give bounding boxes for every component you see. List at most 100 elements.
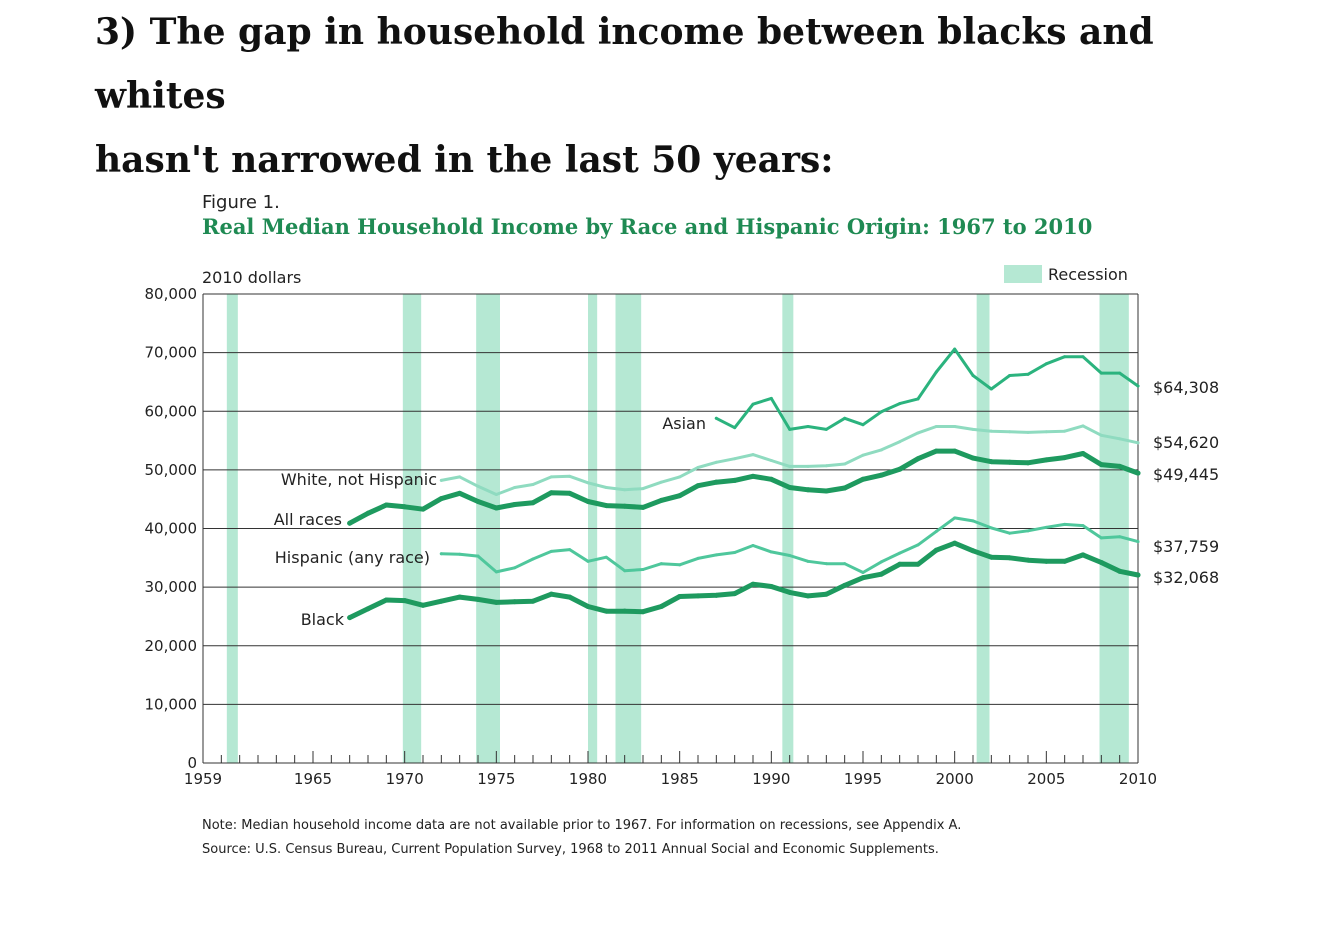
data-point-hispanic-2003 <box>1008 531 1012 535</box>
data-point-black-2006 <box>1062 558 1068 564</box>
x-tick-label-1959: 1959 <box>184 770 222 788</box>
data-point-all-races-1990 <box>768 476 774 482</box>
data-point-all-races-2010 <box>1135 470 1141 476</box>
data-point-all-races-1980 <box>585 499 591 505</box>
data-point-hispanic-1975 <box>494 570 498 574</box>
data-point-white-not-hispanic-1998 <box>916 431 920 435</box>
data-point-white-not-hispanic-1990 <box>769 458 773 462</box>
data-point-hispanic-2002 <box>989 526 993 530</box>
data-point-hispanic-2009 <box>1118 535 1122 539</box>
data-point-white-not-hispanic-1983 <box>641 487 645 491</box>
data-point-white-not-hispanic-2001 <box>971 427 975 431</box>
x-tick-label-1995: 1995 <box>844 770 882 788</box>
data-point-asian-1996 <box>879 410 883 414</box>
x-tick-label-1975: 1975 <box>477 770 515 788</box>
data-point-all-races-1969 <box>383 502 389 508</box>
data-point-hispanic-1987 <box>714 553 718 557</box>
y-tick-label-70000: 70,000 <box>145 344 198 362</box>
data-point-asian-1991 <box>788 427 792 431</box>
x-tick-label-2005: 2005 <box>1027 770 1065 788</box>
data-point-hispanic-2008 <box>1099 536 1103 540</box>
data-point-black-1976 <box>512 599 518 605</box>
data-point-black-1991 <box>787 589 793 595</box>
data-point-white-not-hispanic-2010 <box>1136 441 1140 445</box>
data-point-black-2000 <box>952 540 958 546</box>
data-point-all-races-1973 <box>457 490 463 496</box>
data-point-black-1998 <box>915 561 921 567</box>
series-label-hispanic: Hispanic (any race) <box>275 548 430 567</box>
axes: 0 10,000 20,000 30,000 40,000 50,000 60,000 70,… <box>145 285 1158 788</box>
series-line-asian <box>714 347 1140 431</box>
data-point-white-not-hispanic-1994 <box>843 462 847 466</box>
data-point-hispanic-1992 <box>806 559 810 563</box>
data-point-hispanic-1978 <box>549 549 553 553</box>
data-point-hispanic-1996 <box>879 560 883 564</box>
data-point-black-1984 <box>658 603 664 609</box>
figure-label: Figure 1. <box>202 192 280 213</box>
series-line-black <box>347 540 1141 621</box>
data-point-black-2007 <box>1080 552 1086 558</box>
data-point-white-not-hispanic-2000 <box>953 424 957 428</box>
data-point-black-1985 <box>677 594 683 600</box>
data-point-hispanic-1990 <box>769 550 773 554</box>
data-point-white-not-hispanic-2007 <box>1081 424 1085 428</box>
data-point-white-not-hispanic-1981 <box>604 485 608 489</box>
data-point-all-races-1993 <box>823 488 829 494</box>
data-point-white-not-hispanic-1992 <box>806 464 810 468</box>
data-point-black-1973 <box>457 594 463 600</box>
data-point-all-races-1981 <box>603 503 609 509</box>
end-label-black: $32,068 <box>1153 568 1219 587</box>
chart-title: Real Median Household Income by Race and… <box>202 214 1092 239</box>
data-point-black-1975 <box>493 599 499 605</box>
heading-line-1: 3) The gap in household income between b… <box>95 11 1154 117</box>
data-point-white-not-hispanic-2003 <box>1008 430 1012 434</box>
data-point-hispanic-1997 <box>898 551 902 555</box>
data-point-all-races-2006 <box>1062 455 1068 461</box>
recession-legend-swatch <box>1004 265 1042 283</box>
data-point-all-races-2008 <box>1098 462 1104 468</box>
data-point-all-races-1996 <box>878 472 884 478</box>
data-point-asian-1994 <box>843 416 847 420</box>
data-point-black-1978 <box>548 591 554 597</box>
chart-note: Note: Median household income data are n… <box>202 818 961 833</box>
data-point-all-races-1985 <box>677 493 683 499</box>
x-tick-label-1965: 1965 <box>294 770 332 788</box>
data-point-white-not-hispanic-1976 <box>513 485 517 489</box>
data-point-hispanic-1998 <box>916 543 920 547</box>
data-point-white-not-hispanic-1977 <box>531 483 535 487</box>
data-point-asian-1989 <box>751 402 755 406</box>
data-point-white-not-hispanic-2004 <box>1026 430 1030 434</box>
data-point-asian-2005 <box>1044 362 1048 366</box>
data-point-hispanic-1991 <box>788 553 792 557</box>
series-label-asian: Asian <box>662 414 706 433</box>
data-point-black-2003 <box>1007 555 1013 561</box>
data-point-all-races-1974 <box>475 499 481 505</box>
data-point-all-races-1994 <box>842 485 848 491</box>
data-point-asian-1988 <box>733 426 737 430</box>
data-point-black-2005 <box>1043 558 1049 564</box>
data-point-asian-1987 <box>714 416 718 420</box>
data-point-white-not-hispanic-1985 <box>678 475 682 479</box>
y-tick-label-10000: 10,000 <box>145 695 198 713</box>
gridlines <box>203 293 1138 705</box>
data-point-white-not-hispanic-2002 <box>989 429 993 433</box>
data-point-asian-2009 <box>1118 371 1122 375</box>
series-lines <box>347 347 1141 621</box>
data-point-hispanic-2006 <box>1063 522 1067 526</box>
data-point-white-not-hispanic-2006 <box>1063 429 1067 433</box>
data-point-black-2009 <box>1117 568 1123 574</box>
data-point-black-1971 <box>420 602 426 608</box>
data-point-all-races-2004 <box>1025 460 1031 466</box>
data-point-hispanic-1986 <box>696 556 700 560</box>
data-point-all-races-1999 <box>933 448 939 454</box>
x-tick-label-1990: 1990 <box>752 770 790 788</box>
data-point-black-1969 <box>383 597 389 603</box>
data-point-black-1990 <box>768 584 774 590</box>
data-point-all-races-1972 <box>438 496 444 502</box>
data-point-black-1997 <box>897 561 903 567</box>
y-tick-label-60000: 60,000 <box>145 402 198 420</box>
data-point-asian-1990 <box>769 396 773 400</box>
income-chart: Figure 1. Real Median Household Income b… <box>145 192 1220 857</box>
data-point-black-1974 <box>475 596 481 602</box>
data-point-all-races-1967 <box>347 520 353 526</box>
